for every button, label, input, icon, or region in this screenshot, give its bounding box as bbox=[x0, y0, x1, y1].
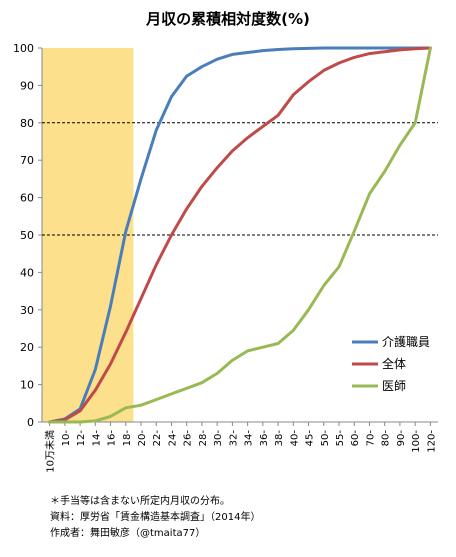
x-tick-label: 120- bbox=[426, 430, 437, 453]
x-tick-label: 12- bbox=[76, 430, 87, 447]
x-tick-label: 14- bbox=[91, 430, 102, 447]
x-tick-label: 28- bbox=[198, 430, 209, 447]
x-tick-label: 16- bbox=[107, 430, 118, 447]
y-tick-label: 70 bbox=[20, 154, 34, 167]
y-tick-label: 100 bbox=[13, 42, 34, 55]
x-tick-label: 30- bbox=[213, 430, 224, 447]
y-tick-label: 0 bbox=[27, 416, 34, 429]
x-tick-label: 10万未満 bbox=[45, 430, 57, 473]
x-tick-label: 80- bbox=[381, 430, 392, 447]
x-tick-label: 32- bbox=[228, 430, 239, 447]
series-line-3 bbox=[48, 46, 432, 424]
x-tick-label: 22- bbox=[152, 430, 163, 447]
x-tick-label: 24- bbox=[167, 430, 178, 447]
x-tick-label: 50- bbox=[320, 430, 331, 447]
legend-label-2: 全体 bbox=[382, 356, 406, 371]
y-tick-label: 10 bbox=[20, 379, 34, 392]
y-tick-label: 30 bbox=[20, 304, 34, 317]
x-tick-label: 100- bbox=[411, 430, 422, 453]
x-tick-label: 45- bbox=[305, 430, 316, 447]
series-line-2 bbox=[48, 46, 432, 424]
y-tick-label: 40 bbox=[20, 266, 34, 279]
footnote-3: 作成者：舞田敏彦（@tmaita77） bbox=[50, 528, 206, 539]
x-tick-label: 38- bbox=[274, 430, 285, 447]
x-tick-label: 26- bbox=[183, 430, 194, 447]
footnote-1: ＊手当等は含まない所定内月収の分布。 bbox=[50, 496, 230, 507]
x-tick-label: 40- bbox=[289, 430, 300, 447]
legend-label-1: 介護職員 bbox=[382, 334, 430, 349]
x-tick-label: 55- bbox=[335, 430, 346, 447]
y-tick-label: 60 bbox=[20, 192, 34, 205]
series-line-1 bbox=[48, 46, 432, 424]
chart-title: 月収の累積相対度数(%) bbox=[146, 10, 310, 28]
legend-label-3: 医師 bbox=[382, 379, 406, 393]
footnotes: ＊手当等は含まない所定内月収の分布。 資料：厚労省「賃金構造基本調査」（2014… bbox=[50, 494, 260, 542]
x-tick-label: 70- bbox=[365, 430, 376, 447]
x-tick-label: 20- bbox=[137, 430, 148, 447]
x-tick-label: 90- bbox=[396, 430, 407, 447]
x-tick-label: 34- bbox=[244, 430, 255, 447]
y-tick-label: 90 bbox=[20, 79, 34, 92]
x-tick-label: 10- bbox=[61, 430, 72, 447]
y-tick-label: 50 bbox=[20, 229, 34, 242]
y-tick-label: 80 bbox=[20, 117, 34, 130]
y-tick-label: 20 bbox=[20, 341, 34, 354]
x-tick-label: 18- bbox=[122, 430, 133, 447]
footnote-2: 資料：厚労省「賃金構造基本調査」（2014年） bbox=[50, 512, 261, 523]
x-tick-label: 60- bbox=[350, 430, 361, 447]
x-tick-label: 36- bbox=[259, 430, 270, 447]
